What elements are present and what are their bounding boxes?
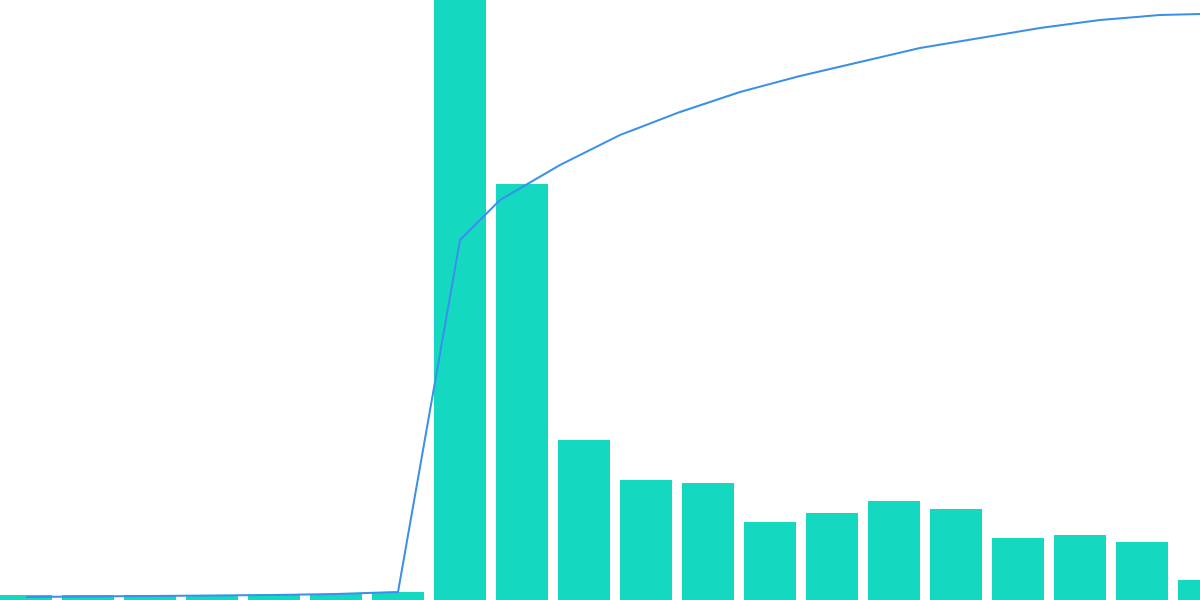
bar-12 xyxy=(744,522,796,600)
bar-14 xyxy=(868,501,920,600)
bar-7 xyxy=(434,0,486,600)
pareto-chart xyxy=(0,0,1200,600)
bar-17 xyxy=(1054,535,1106,600)
bar-15 xyxy=(930,509,982,600)
bar-3 xyxy=(186,595,238,600)
bar-2 xyxy=(124,595,176,600)
bar-10 xyxy=(620,480,672,600)
bar-5 xyxy=(310,594,362,600)
bar-6 xyxy=(372,592,424,600)
bar-11 xyxy=(682,483,734,600)
bar-4 xyxy=(248,595,300,600)
bar-0 xyxy=(0,595,52,600)
bar-13 xyxy=(806,513,858,600)
bar-18 xyxy=(1116,542,1168,600)
bar-1 xyxy=(62,595,114,600)
bar-8 xyxy=(496,184,548,600)
bar-16 xyxy=(992,538,1044,600)
bar-19 xyxy=(1178,580,1200,600)
bar-9 xyxy=(558,440,610,600)
